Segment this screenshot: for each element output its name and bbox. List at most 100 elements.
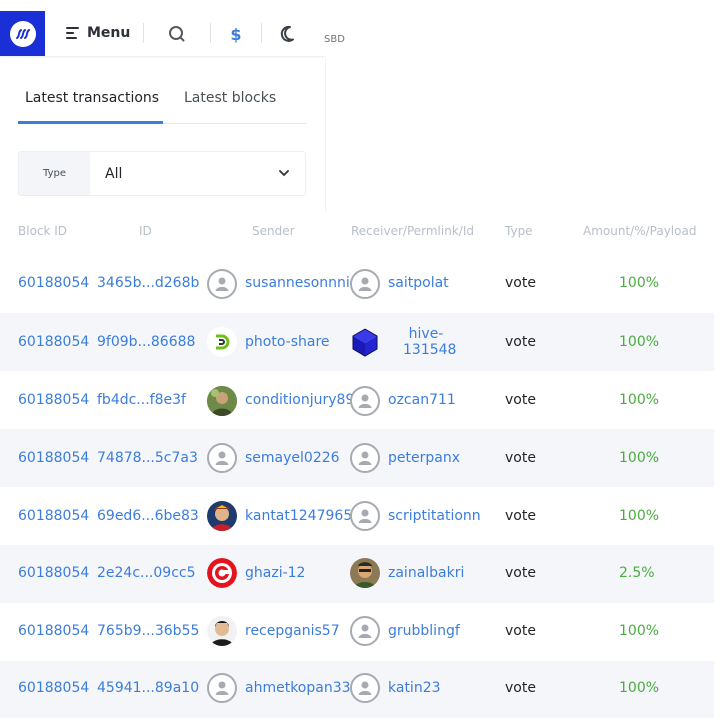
tab-latest-transactions[interactable]: Latest transactions	[18, 80, 163, 124]
type-select-value: All	[105, 165, 123, 182]
column-header-sender: Sender	[252, 224, 295, 238]
column-header-id: ID	[139, 224, 152, 238]
default-avatar-icon[interactable]	[350, 673, 380, 703]
amount-value: 2.5%	[619, 565, 655, 581]
table-header: Block ID ID Sender Receiver/Permlink/Id …	[0, 224, 720, 244]
amount-value: 100%	[619, 334, 660, 350]
sender-link[interactable]: recepganis57	[245, 623, 340, 639]
operation-type: vote	[505, 623, 536, 639]
table-row: 60188054 69ed6...6be83 kantat1247965 scr…	[0, 487, 714, 545]
block-id-link[interactable]: 60188054	[18, 680, 90, 696]
moon-icon	[280, 25, 294, 42]
theme-toggle[interactable]	[279, 24, 299, 44]
table-row: 60188054 9f09b...86688 photo-share hive-…	[0, 313, 714, 371]
type-filter: Type All	[18, 151, 306, 196]
red-target-logo-icon[interactable]	[207, 558, 237, 588]
navbar-divider	[210, 23, 211, 43]
sender-link[interactable]: semayel0226	[245, 450, 340, 466]
column-header-type: Type	[505, 224, 533, 238]
transaction-id-link[interactable]: fb4dc...f8e3f	[97, 392, 186, 408]
receiver-link[interactable]: katin23	[388, 680, 441, 696]
currency-button[interactable]: $	[226, 24, 246, 44]
table-row: 60188054 3465b...d268b susannesonnnie58 …	[0, 255, 714, 312]
type-select[interactable]: All	[90, 152, 305, 195]
amount-value: 100%	[619, 275, 660, 291]
navbar-divider	[143, 23, 144, 43]
search-icon	[169, 26, 185, 42]
operation-type: vote	[505, 275, 536, 291]
column-header-amount: Amount/%/Payload	[583, 224, 697, 238]
user-photo-icon[interactable]	[207, 386, 237, 416]
operation-type: vote	[505, 565, 536, 581]
panel-divider	[325, 57, 326, 212]
transaction-id-link[interactable]: 765b9...36b55	[97, 623, 200, 639]
receiver-link[interactable]: hive- 131548	[403, 326, 456, 358]
user-photo-icon[interactable]	[207, 501, 237, 531]
default-avatar-icon[interactable]	[350, 269, 380, 299]
sender-link[interactable]: ahmetkopan33	[245, 680, 351, 696]
operation-type: vote	[505, 392, 536, 408]
transaction-id-link[interactable]: 2e24c...09cc5	[97, 565, 196, 581]
table-row: 60188054 765b9...36b55 recepganis57 grub…	[0, 603, 714, 661]
receiver-line: hive-	[408, 326, 444, 342]
amount-value: 100%	[619, 450, 660, 466]
sender-link[interactable]: photo-share	[245, 334, 330, 350]
user-photo-icon[interactable]	[350, 558, 380, 588]
sender-link[interactable]: conditionjury898	[245, 392, 363, 408]
user-photo-icon[interactable]	[207, 616, 237, 646]
navbar-divider	[261, 23, 262, 43]
default-avatar-icon[interactable]	[350, 616, 380, 646]
chevron-down-icon	[279, 170, 289, 177]
photo-share-logo-icon[interactable]	[207, 327, 237, 357]
transaction-id-link[interactable]: 3465b...d268b	[97, 275, 200, 291]
table-row: 60188054 fb4dc...f8e3f conditionjury898 …	[0, 371, 714, 429]
transaction-id-link[interactable]: 9f09b...86688	[97, 334, 196, 350]
default-avatar-icon[interactable]	[350, 386, 380, 416]
sender-link[interactable]: ghazi-12	[245, 565, 306, 581]
sender-link[interactable]: susannesonnnie58	[245, 275, 363, 291]
default-avatar-icon[interactable]	[207, 443, 237, 473]
block-id-link[interactable]: 60188054	[18, 450, 90, 466]
operation-type: vote	[505, 508, 536, 524]
column-header-block-id: Block ID	[18, 224, 68, 238]
amount-value: 100%	[619, 392, 660, 408]
tab-latest-blocks[interactable]: Latest blocks	[184, 80, 276, 124]
receiver-link[interactable]: peterpanx	[388, 450, 460, 466]
menu-button[interactable]: Menu	[66, 22, 130, 44]
default-avatar-icon[interactable]	[350, 501, 380, 531]
blue-cube-icon[interactable]	[350, 327, 380, 357]
default-avatar-icon[interactable]	[207, 269, 237, 299]
table-row: 60188054 74878...5c7a3 semayel0226 peter…	[0, 429, 714, 487]
sender-link[interactable]: kantat1247965	[245, 508, 353, 524]
menu-icon	[66, 27, 79, 39]
block-id-link[interactable]: 60188054	[18, 275, 90, 291]
block-id-link[interactable]: 60188054	[18, 508, 90, 524]
receiver-link[interactable]: ozcan711	[388, 392, 456, 408]
steem-logo[interactable]	[0, 11, 45, 56]
column-header-receiver: Receiver/Permlink/Id	[351, 224, 474, 238]
type-filter-label: Type	[19, 152, 90, 195]
transaction-id-link[interactable]: 74878...5c7a3	[97, 450, 198, 466]
table-row: 60188054 2e24c...09cc5 ghazi-12 zainalba…	[0, 545, 714, 603]
transaction-id-link[interactable]: 69ed6...6be83	[97, 508, 199, 524]
receiver-link[interactable]: scriptitationn	[388, 508, 481, 524]
tab-label: Latest blocks	[184, 90, 277, 106]
top-navbar: Menu $	[0, 0, 325, 57]
block-id-link[interactable]: 60188054	[18, 334, 90, 350]
amount-value: 100%	[619, 623, 660, 639]
table-row: 60188054 45941...89a10 ahmetkopan33 kati…	[0, 661, 714, 718]
operation-type: vote	[505, 334, 536, 350]
receiver-link[interactable]: saitpolat	[388, 275, 449, 291]
default-avatar-icon[interactable]	[207, 673, 237, 703]
operation-type: vote	[505, 450, 536, 466]
block-id-link[interactable]: 60188054	[18, 623, 90, 639]
receiver-link[interactable]: zainalbakri	[388, 565, 465, 581]
search-button[interactable]	[167, 24, 187, 44]
block-id-link[interactable]: 60188054	[18, 392, 90, 408]
block-id-link[interactable]: 60188054	[18, 565, 90, 581]
receiver-link[interactable]: grubblingf	[388, 623, 460, 639]
transactions-tabs: Latest transactions Latest blocks	[18, 80, 306, 124]
default-avatar-icon[interactable]	[350, 443, 380, 473]
transaction-id-link[interactable]: 45941...89a10	[97, 680, 200, 696]
amount-value: 100%	[619, 508, 660, 524]
